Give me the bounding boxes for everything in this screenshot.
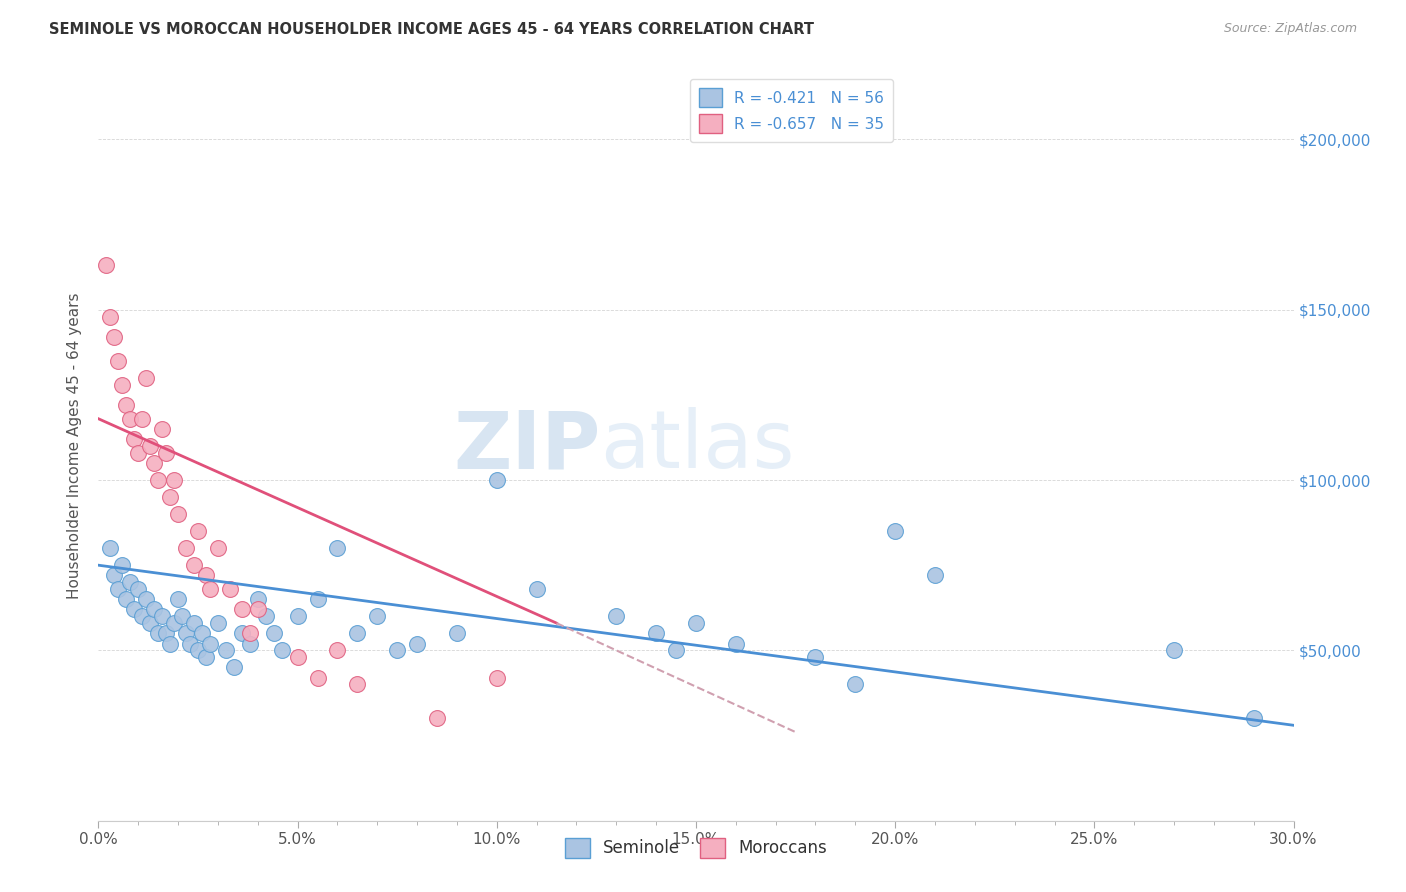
Point xyxy=(148,473,170,487)
Point xyxy=(139,439,162,453)
Point xyxy=(366,609,388,624)
Point xyxy=(605,609,627,624)
Point xyxy=(645,626,668,640)
Point xyxy=(111,558,134,573)
Point xyxy=(665,643,688,657)
Point xyxy=(135,592,157,607)
Point xyxy=(143,456,166,470)
Point xyxy=(346,626,368,640)
Point xyxy=(159,490,181,504)
Point xyxy=(103,568,125,582)
Point xyxy=(172,609,194,624)
Point xyxy=(307,592,329,607)
Point xyxy=(485,671,508,685)
Point xyxy=(191,626,214,640)
Point xyxy=(1163,643,1185,657)
Point xyxy=(406,636,429,650)
Point xyxy=(287,609,309,624)
Point xyxy=(207,616,229,631)
Point xyxy=(143,602,166,616)
Point xyxy=(239,636,262,650)
Point xyxy=(385,643,409,657)
Text: SEMINOLE VS MOROCCAN HOUSEHOLDER INCOME AGES 45 - 64 YEARS CORRELATION CHART: SEMINOLE VS MOROCCAN HOUSEHOLDER INCOME … xyxy=(49,22,814,37)
Text: atlas: atlas xyxy=(600,407,794,485)
Point xyxy=(246,592,269,607)
Point xyxy=(884,524,907,538)
Point xyxy=(167,507,190,521)
Point xyxy=(155,446,177,460)
Point xyxy=(96,259,118,273)
Point xyxy=(263,626,285,640)
Point xyxy=(215,643,238,657)
Point xyxy=(187,643,209,657)
Point xyxy=(198,582,221,596)
Point xyxy=(98,310,122,324)
Point xyxy=(124,432,146,446)
Point xyxy=(307,671,329,685)
Point xyxy=(127,582,149,596)
Point xyxy=(346,677,368,691)
Point xyxy=(135,371,157,385)
Point xyxy=(254,609,277,624)
Point xyxy=(239,626,262,640)
Point xyxy=(163,616,186,631)
Point xyxy=(804,650,827,665)
Point xyxy=(485,473,508,487)
Point xyxy=(426,711,449,725)
Point xyxy=(120,575,142,590)
Point xyxy=(246,602,269,616)
Point xyxy=(148,626,170,640)
Point xyxy=(446,626,468,640)
Point xyxy=(124,602,146,616)
Point xyxy=(183,558,205,573)
Point xyxy=(270,643,292,657)
Point xyxy=(844,677,866,691)
Point xyxy=(924,568,946,582)
Point xyxy=(111,377,134,392)
Point xyxy=(326,643,349,657)
Point xyxy=(179,636,201,650)
Point xyxy=(195,650,218,665)
Point xyxy=(120,411,142,425)
Point xyxy=(107,354,129,368)
Point xyxy=(174,541,197,556)
Point xyxy=(131,609,153,624)
Point xyxy=(685,616,707,631)
Point xyxy=(207,541,229,556)
Point xyxy=(183,616,205,631)
Point xyxy=(98,541,122,556)
Point xyxy=(115,398,138,412)
Point xyxy=(526,582,548,596)
Point xyxy=(150,422,173,436)
Point xyxy=(174,626,197,640)
Point xyxy=(326,541,349,556)
Legend: Seminole, Moroccans: Seminole, Moroccans xyxy=(558,831,834,864)
Point xyxy=(167,592,190,607)
Point xyxy=(107,582,129,596)
Point xyxy=(139,616,162,631)
Point xyxy=(1243,711,1265,725)
Text: Source: ZipAtlas.com: Source: ZipAtlas.com xyxy=(1223,22,1357,36)
Point xyxy=(115,592,138,607)
Point xyxy=(163,473,186,487)
Point xyxy=(131,411,153,425)
Point xyxy=(127,446,149,460)
Point xyxy=(195,568,218,582)
Y-axis label: Householder Income Ages 45 - 64 years: Householder Income Ages 45 - 64 years xyxy=(67,293,83,599)
Point xyxy=(159,636,181,650)
Point xyxy=(724,636,747,650)
Text: ZIP: ZIP xyxy=(453,407,600,485)
Point xyxy=(222,660,245,674)
Point xyxy=(198,636,221,650)
Point xyxy=(287,650,309,665)
Point xyxy=(150,609,173,624)
Point xyxy=(103,330,125,344)
Point xyxy=(231,626,253,640)
Point xyxy=(187,524,209,538)
Point xyxy=(219,582,242,596)
Point xyxy=(155,626,177,640)
Point xyxy=(231,602,253,616)
